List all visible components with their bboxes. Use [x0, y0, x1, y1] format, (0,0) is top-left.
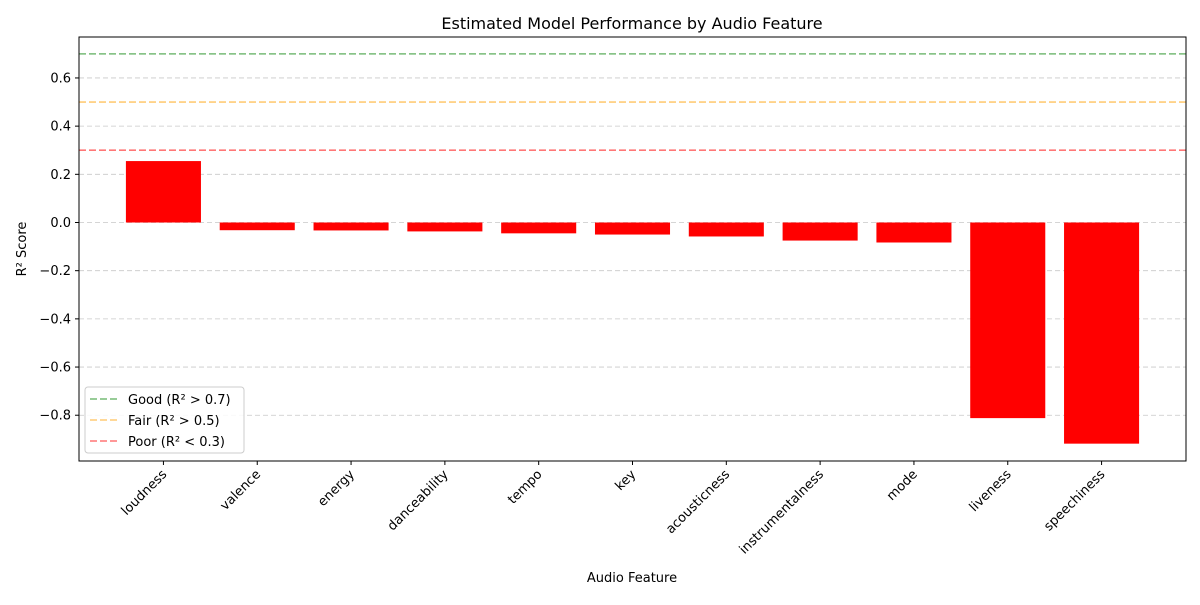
legend-label: Good (R² > 0.7) — [128, 393, 231, 408]
bar-danceability — [407, 222, 483, 232]
y-tick-label: 0.2 — [50, 168, 71, 183]
x-tick-label: liveness — [967, 467, 1015, 515]
bar-loudness — [125, 161, 201, 223]
x-tick-label: loudness — [119, 467, 171, 519]
bar-mode — [876, 222, 952, 243]
bar-tempo — [501, 222, 577, 234]
y-tick-label: −0.6 — [39, 361, 71, 376]
y-tick-label: 0.4 — [50, 120, 71, 135]
x-tick-label: valence — [218, 467, 264, 513]
x-tick-label: speechiness — [1041, 467, 1108, 534]
bar-energy — [313, 222, 389, 231]
y-axis-ticks: −0.8 −0.6 −0.4 −0.2 0.0 0.2 0.4 0.6 — [39, 71, 79, 424]
x-tick-label: mode — [884, 467, 921, 504]
x-tick-label: key — [613, 467, 640, 494]
x-tick-label: tempo — [505, 467, 545, 507]
threshold-lines — [79, 53, 1186, 152]
x-tick-label: danceability — [385, 467, 452, 534]
bar-valence — [219, 222, 295, 231]
y-tick-label: −0.4 — [39, 312, 71, 327]
bar-speechiness — [1064, 222, 1140, 444]
x-tick-label: instrumentalness — [737, 467, 827, 557]
bar-instrumentalness — [782, 222, 858, 241]
legend: Good (R² > 0.7) Fair (R² > 0.5) Poor (R² <… — [84, 386, 245, 454]
bar-key — [594, 222, 671, 235]
bars — [125, 161, 1140, 444]
x-axis-label: Audio Feature — [587, 571, 677, 586]
y-tick-label: −0.2 — [39, 264, 71, 279]
legend-label: Poor (R² < 0.3) — [128, 435, 225, 450]
legend-label: Fair (R² > 0.5) — [128, 414, 220, 429]
legend-box — [84, 386, 245, 454]
x-axis-ticks: loudness valence energy danceability tempo ke… — [119, 461, 1109, 557]
y-tick-label: 0.6 — [50, 71, 71, 86]
y-axis-label: R² Score — [15, 222, 30, 277]
x-tick-label: energy — [315, 467, 358, 510]
x-tick-label: acousticness — [663, 467, 733, 537]
bar-acousticness — [688, 222, 764, 237]
y-tick-label: −0.8 — [39, 409, 71, 424]
bar-liveness — [970, 222, 1046, 419]
chart-title: Estimated Model Performance by Audio Fea… — [441, 14, 822, 33]
y-tick-label: 0.0 — [50, 216, 71, 231]
